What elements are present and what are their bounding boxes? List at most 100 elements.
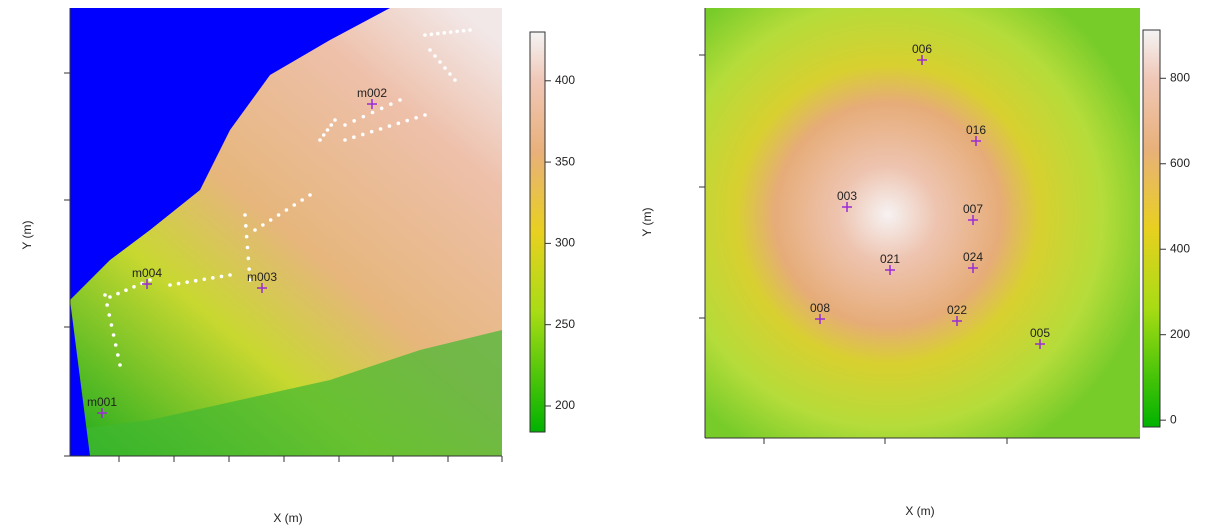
sample-dot: [219, 274, 224, 279]
sample-dot: [253, 228, 257, 232]
water: [70, 8, 390, 300]
sample-dot: [414, 115, 418, 120]
sample-dot: [185, 280, 189, 284]
point-marker: [971, 136, 981, 146]
sample-dot: [132, 285, 136, 289]
point-marker: [968, 263, 978, 273]
elevation-raster: [705, 8, 1140, 438]
sample-dot: [369, 129, 374, 134]
sample-dot: [389, 102, 393, 106]
sample-dot: [468, 28, 472, 32]
colorbar-tick-label: 350: [555, 154, 575, 168]
point-marker: [142, 279, 152, 289]
sample-dot: [318, 138, 322, 142]
sample-dot: [228, 273, 232, 277]
sample-dot: [268, 218, 273, 222]
sample-dot: [103, 293, 107, 297]
water: [70, 8, 90, 456]
point-marker: [257, 283, 267, 293]
point-marker: [842, 202, 852, 212]
point-label: 024: [963, 250, 983, 264]
valley: [70, 330, 502, 456]
sample-dot: [284, 208, 289, 212]
point-label: 021: [880, 252, 900, 266]
sample-dot: [333, 118, 337, 122]
colorbar-tick-label: 300: [555, 236, 575, 250]
point-marker: [885, 265, 895, 275]
sample-dot: [378, 127, 383, 131]
sample-dot: [105, 303, 109, 307]
sample-dot: [261, 223, 265, 227]
colorbar-tick-label: 800: [1170, 70, 1190, 84]
sample-dot: [343, 138, 347, 142]
sample-dot: [329, 123, 334, 127]
sample-dot: [148, 278, 152, 282]
sample-dot: [443, 66, 447, 70]
sample-dot: [325, 128, 330, 132]
sample-dots: [103, 28, 472, 367]
sample-dot: [370, 110, 375, 115]
point-label: 005: [1030, 326, 1050, 340]
point-label: 006: [912, 42, 932, 56]
point-label: 008: [810, 301, 830, 315]
sample-dot: [193, 278, 198, 283]
sample-dot: [438, 60, 442, 64]
sample-dot: [360, 132, 365, 137]
sample-dot: [211, 276, 215, 280]
colorbar: [1142, 29, 1161, 428]
sample-dot: [396, 121, 401, 126]
x-axis-label: X (m): [905, 504, 934, 518]
sample-dot: [124, 288, 128, 293]
sample-dot: [352, 119, 356, 123]
sample-dot: [398, 98, 402, 102]
colorbar-tick-label: 200: [1170, 327, 1190, 341]
point-label: 022: [947, 303, 967, 317]
sample-dot: [321, 133, 326, 137]
sample-dot: [453, 78, 457, 82]
sample-dot: [107, 313, 112, 317]
sample-dot: [448, 30, 453, 34]
y-axis-label: Y (m): [640, 207, 654, 236]
point-label: m003: [247, 270, 277, 284]
point-marker: [815, 314, 825, 324]
point-marker: [367, 99, 377, 109]
point-label: m001: [87, 395, 117, 409]
point-marker: [97, 408, 107, 418]
point-label: m004: [132, 266, 162, 280]
sample-dot: [379, 106, 384, 111]
sample-dot: [247, 267, 251, 271]
sample-dot: [352, 135, 356, 140]
sample-dot: [300, 198, 304, 202]
colorbar-tick-label: 400: [555, 73, 575, 87]
sample-dot: [168, 283, 172, 287]
sample-dot: [343, 123, 347, 127]
point-label: m002: [357, 86, 387, 100]
colorbar-tick-label: 400: [1170, 241, 1190, 255]
sample-dot: [116, 291, 120, 296]
sample-dot: [176, 281, 181, 286]
point-marker: [1035, 339, 1045, 349]
y-axis-label: Y (m): [20, 220, 34, 249]
sample-dot: [116, 353, 120, 357]
sample-dot: [423, 33, 427, 37]
sample-dot: [111, 333, 116, 337]
point-marker: [968, 215, 978, 225]
sample-dot: [461, 28, 466, 33]
x-axis-label: X (m): [273, 511, 302, 525]
sample-dot: [246, 256, 251, 261]
sample-dot: [361, 114, 366, 119]
point-label: 003: [837, 189, 857, 203]
sample-dot: [243, 213, 247, 217]
sample-dot: [308, 193, 312, 197]
sample-dot: [428, 48, 432, 52]
colorbar-tick-label: 200: [555, 398, 575, 412]
colorbar-tick-label: 250: [555, 317, 575, 331]
sample-dot: [292, 203, 297, 207]
sample-dot: [436, 31, 440, 36]
colorbar: [529, 31, 546, 433]
sample-dot: [113, 343, 118, 347]
sample-dot: [108, 295, 112, 299]
sample-dot: [448, 72, 452, 76]
sample-dot: [202, 277, 207, 282]
